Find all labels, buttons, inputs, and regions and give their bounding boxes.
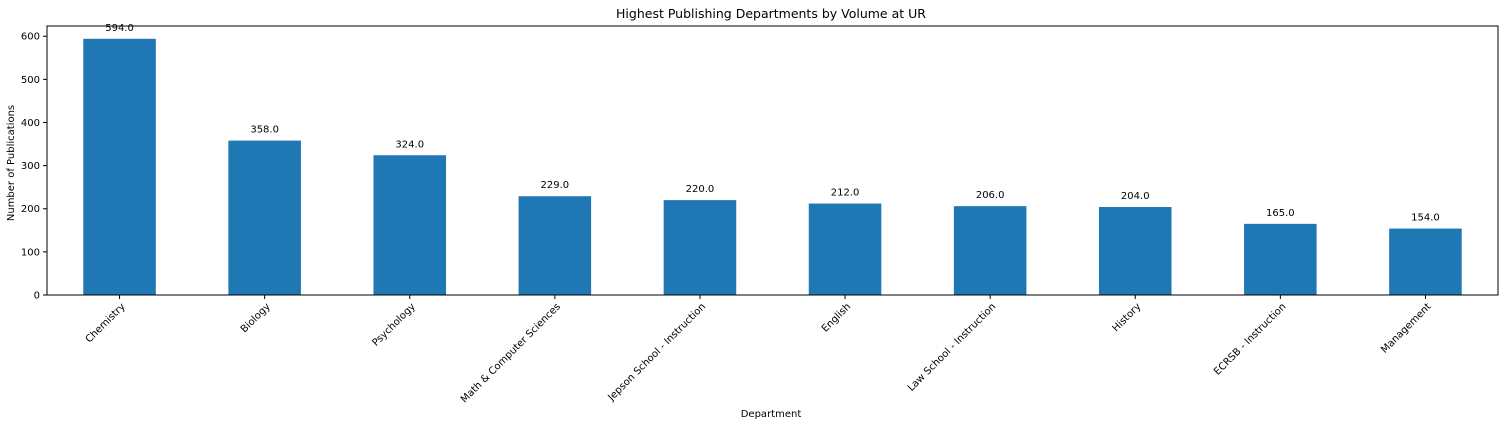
bar-1 [83,38,156,296]
bar-6 [808,203,882,295]
y-tick-label-500: 500 [21,75,40,86]
x-tick-label-10: Management [1379,301,1433,355]
bar-4 [518,196,592,295]
data-label-1: 594.0 [105,23,134,34]
plot-area: 594.0 358.0 324.0 229.0 220.0 212.0 206.0 204.0… [21,23,1499,405]
data-label-2: 358.0 [250,125,279,136]
bar-9 [1244,223,1317,295]
x-tick-label-4: Math & Computer Sciences [459,301,563,405]
bar-7 [953,206,1027,295]
y-tick-label-0: 0 [34,291,40,302]
bar-2 [228,140,301,295]
data-label-4: 229.0 [541,180,570,191]
y-tick-label-200: 200 [21,204,40,215]
x-tick-label-6: English [820,301,853,334]
bar-8 [1098,207,1172,295]
data-label-5: 220.0 [686,184,715,195]
data-label-9: 165.0 [1266,208,1295,219]
x-tick-label-9: ECRSB - Instruction [1212,301,1288,377]
chart-title: Highest Publishing Departments by Volume… [616,6,926,21]
y-tick-label-300: 300 [21,161,40,172]
x-tick-label-1: Chemistry [84,301,128,345]
y-tick-label-100: 100 [21,247,40,258]
data-label-10: 154.0 [1411,213,1440,224]
y-tick-label-400: 400 [21,118,40,129]
y-tick-label-600: 600 [21,32,40,43]
bar-3 [373,155,447,295]
x-tick-label-8: History [1110,301,1143,334]
x-tick-label-3: Psychology [370,301,418,349]
bar-5 [663,200,737,295]
data-label-8: 204.0 [1121,191,1150,202]
y-axis-label: Number of Publications [6,105,17,221]
bar-10 [1389,228,1462,295]
x-axis-label: Department [741,409,802,420]
data-label-7: 206.0 [976,190,1005,201]
axes-frame [46,25,1499,296]
x-tick-label-5: Jepson School - Instruction [606,301,709,404]
x-tick-label-2: Biology [239,301,273,335]
x-tick-label-7: Law School - Instruction [906,301,998,393]
data-label-3: 324.0 [395,139,424,150]
data-label-6: 212.0 [831,188,860,199]
